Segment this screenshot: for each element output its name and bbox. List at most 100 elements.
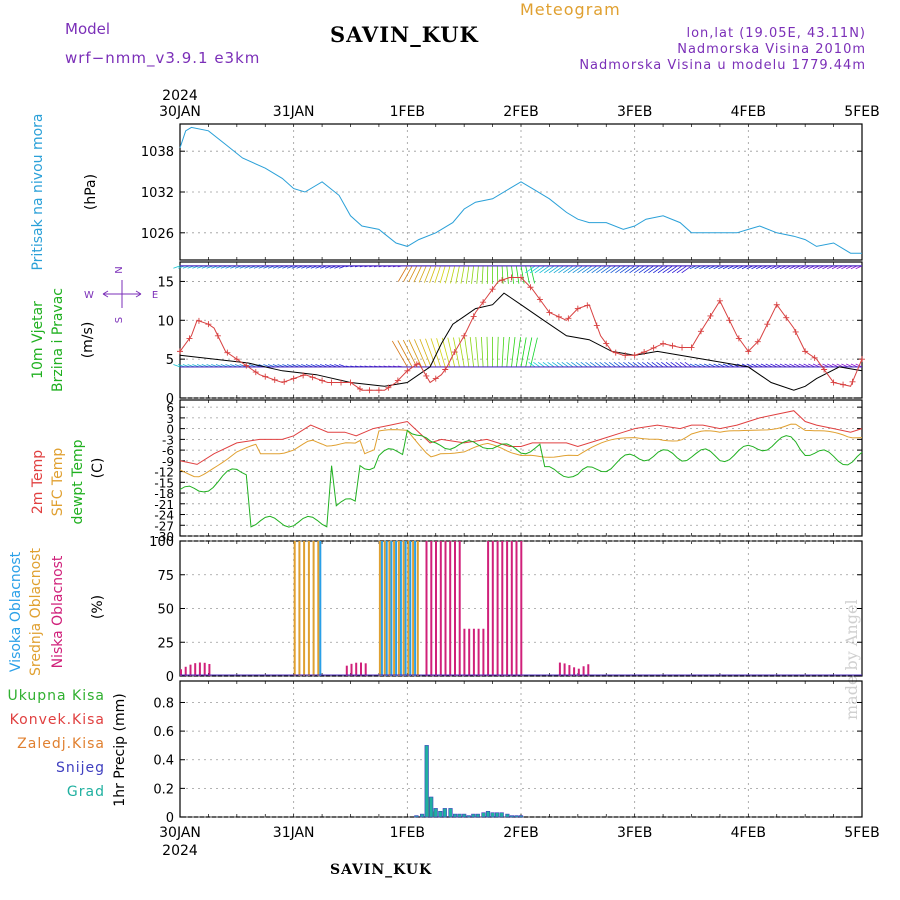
wind-barb	[391, 340, 408, 368]
wind-speed-marker	[802, 348, 809, 355]
wind-barb	[632, 361, 640, 368]
wind-barb	[629, 265, 640, 274]
cloud-bar	[395, 541, 398, 676]
precip-bar	[499, 812, 504, 818]
wind-speed-marker	[451, 349, 458, 356]
y-tick-label: 0.8	[153, 696, 174, 711]
wind-barb	[501, 265, 504, 284]
wind-speed-marker	[849, 378, 856, 385]
wind-speed-marker	[499, 277, 506, 284]
cloud-bar	[402, 541, 405, 676]
y-tick-label: 15	[157, 275, 174, 290]
y-tick-label: 5	[166, 353, 174, 368]
precip-bar	[481, 812, 486, 818]
y-tick-label: -30	[154, 530, 174, 544]
wind-speed-marker	[546, 309, 553, 316]
wind-barb	[591, 265, 602, 274]
wind-barb	[430, 338, 441, 368]
cloud-bar	[487, 541, 490, 676]
wind-barb	[501, 336, 505, 367]
wind-barb	[469, 337, 474, 367]
y-tick-label: 10	[157, 314, 174, 329]
cloud-bar	[558, 662, 561, 676]
precip-bar	[442, 808, 447, 818]
cloud-bar	[430, 541, 433, 676]
wind-barb	[575, 361, 583, 368]
precip-bar	[505, 813, 510, 818]
wind-barb	[525, 337, 533, 367]
wind-barb	[533, 361, 541, 368]
cloud-bar	[194, 663, 197, 676]
compass-east: E	[152, 290, 158, 301]
temp-sfc-label: SFC Temp	[50, 448, 66, 517]
cloud-bar	[463, 628, 466, 676]
y-tick-label: -9	[162, 455, 174, 469]
wind-speed-marker	[205, 321, 212, 328]
cloud-bar	[454, 541, 456, 676]
wind-speed-marker	[735, 335, 742, 342]
year-label-bottom: 2024	[162, 843, 198, 859]
wind-axis-label-line1: 10m Vjetar	[30, 301, 46, 379]
wind-speed-marker	[830, 379, 837, 386]
wind-barb	[556, 361, 564, 368]
wind-barb	[594, 361, 602, 368]
wind-barb	[618, 361, 626, 368]
cloud-bar	[407, 541, 410, 676]
x-tick-label-bottom: 3FEB	[617, 825, 652, 841]
wind-speed-marker	[574, 305, 581, 312]
wind-barb	[436, 338, 446, 368]
precip-bar	[490, 812, 495, 818]
wind-speed-marker	[840, 381, 847, 388]
wind-speed-marker	[214, 332, 221, 339]
temp-2m-line	[179, 410, 863, 465]
wind-barb	[506, 265, 509, 284]
wind-speed-marker	[290, 375, 297, 382]
cloud-bar	[482, 628, 485, 676]
wind-barb	[464, 337, 470, 367]
cloud-bar	[350, 663, 353, 676]
wind-barb	[465, 265, 470, 284]
wind-barb	[520, 265, 525, 284]
wind-barb	[481, 336, 484, 367]
cloud-bar	[397, 541, 400, 676]
wind-barb	[439, 265, 446, 284]
wind-barb	[661, 361, 669, 368]
wind-barb	[553, 265, 564, 274]
wind-barb	[624, 265, 635, 274]
wind-barb	[684, 361, 692, 368]
wind-barb	[542, 361, 550, 368]
wind-barb	[506, 336, 510, 367]
cloud-bar	[293, 541, 296, 676]
wind-barb	[667, 265, 678, 274]
wind-barb	[486, 265, 489, 284]
wind-speed-marker	[669, 342, 676, 349]
y-tick-label: 1032	[141, 186, 174, 201]
cloud-bar	[412, 541, 415, 676]
y-tick-label: 0	[166, 811, 174, 826]
wind-barb	[671, 265, 683, 274]
x-tick-label-bottom: 31JAN	[273, 825, 315, 841]
wind-barb	[434, 265, 441, 284]
wind-barb	[566, 361, 574, 368]
cloud-bar	[449, 541, 452, 676]
cloud-bar	[180, 669, 182, 676]
wind-speed-marker	[679, 344, 686, 351]
precip-bar	[419, 813, 425, 818]
wind-barb	[585, 361, 593, 368]
precip-bar	[466, 815, 471, 818]
wind-barb	[544, 265, 555, 274]
wind-speed-marker	[233, 356, 240, 363]
wind-barb	[638, 265, 650, 274]
wind-speed-marker	[650, 344, 657, 351]
cloud-bar	[380, 541, 383, 676]
cloud-bar	[472, 628, 475, 676]
wind-barb	[577, 265, 588, 274]
wind-barb	[613, 361, 621, 368]
wind-barb	[657, 265, 669, 274]
wind-speed-marker	[726, 317, 733, 324]
wind-barb	[605, 265, 616, 274]
wind-speed-marker	[565, 315, 572, 322]
wind-barb	[486, 336, 489, 367]
wind-speed-marker	[821, 366, 828, 373]
wind-barb	[567, 265, 579, 274]
